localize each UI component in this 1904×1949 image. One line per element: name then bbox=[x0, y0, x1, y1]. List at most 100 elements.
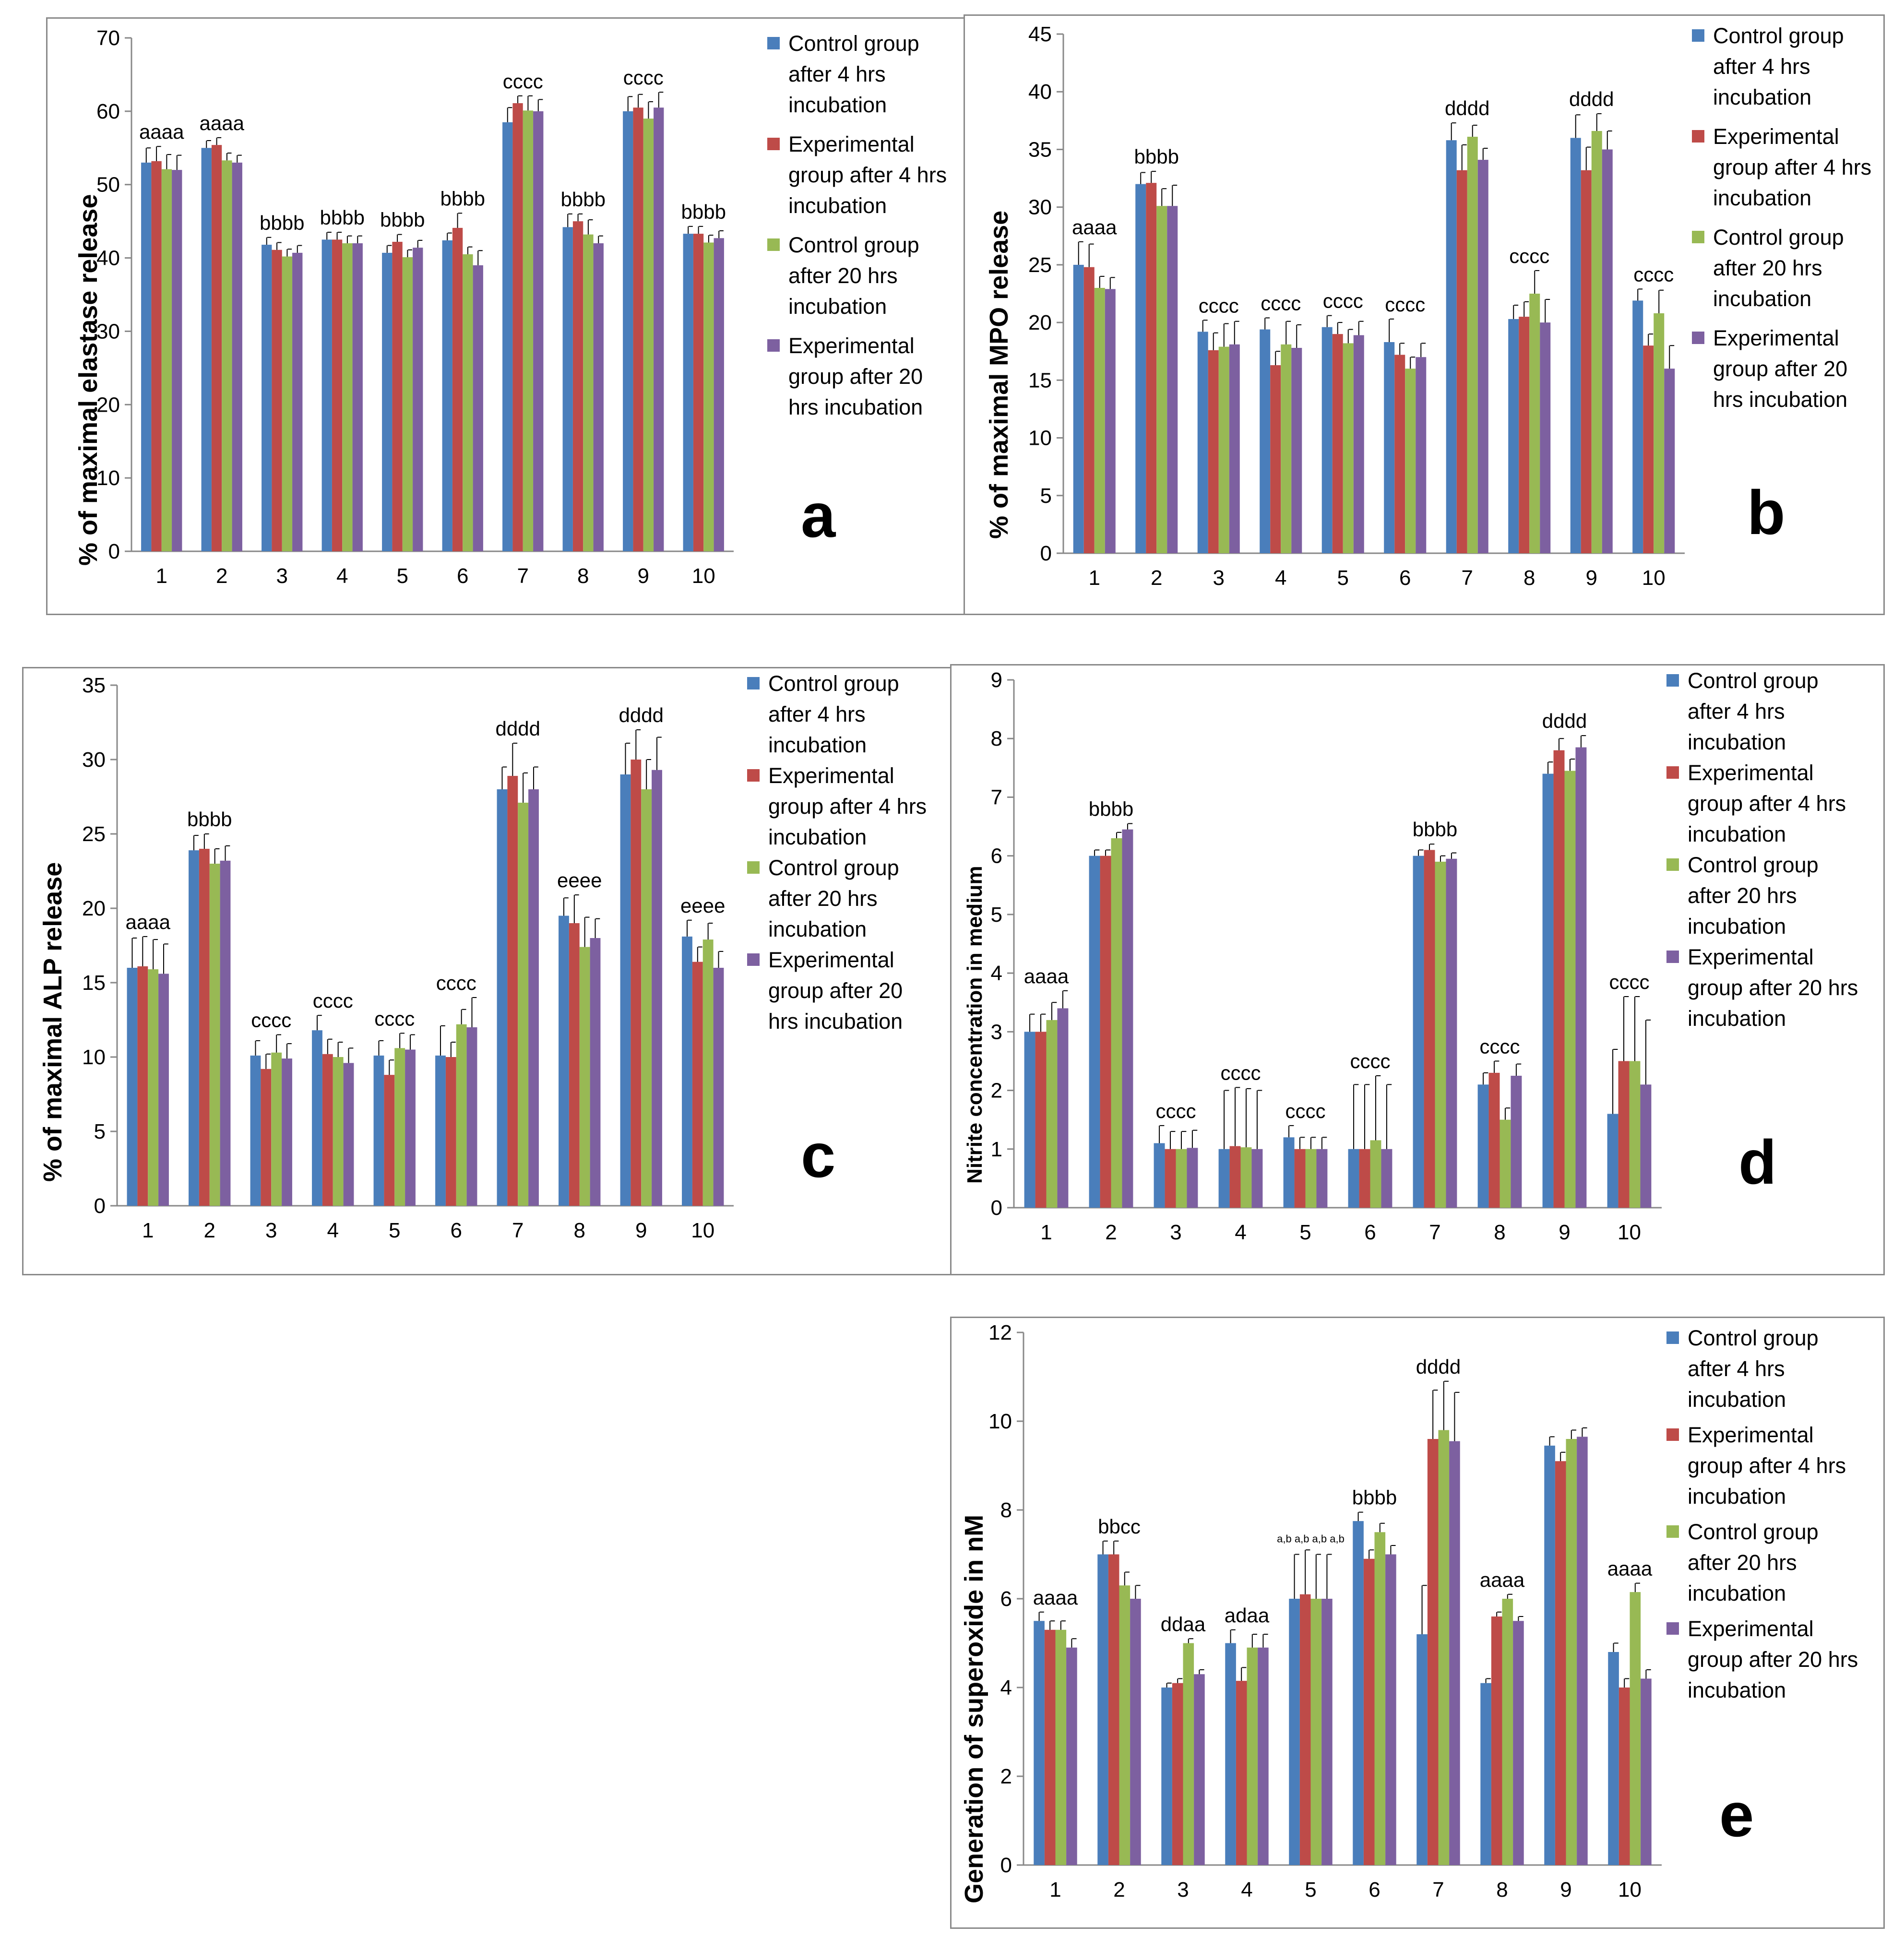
legend-label: Experimental group after 20 hrs incubati… bbox=[788, 333, 923, 419]
significance-label: aaaa bbox=[139, 120, 184, 143]
bar bbox=[220, 860, 231, 1206]
y-tick-label: 4 bbox=[991, 962, 1002, 985]
bar bbox=[282, 1058, 292, 1206]
y-tick-label: 35 bbox=[82, 674, 106, 697]
bar bbox=[1499, 1119, 1511, 1208]
bar bbox=[1435, 861, 1446, 1208]
bar bbox=[1446, 858, 1457, 1208]
bar bbox=[1643, 345, 1654, 553]
x-tick-label: 5 bbox=[1337, 566, 1349, 590]
significance-label: a,b a,b a,b a,b bbox=[1277, 1533, 1345, 1545]
bar bbox=[1384, 342, 1395, 553]
bar bbox=[1374, 1532, 1386, 1865]
chart-svg-b: 0 5 10 15 20 25 30 35 40 45 1 aaaa 2 bbbb 3 cccc 4 cccc 5 c… bbox=[1028, 23, 1685, 590]
bar bbox=[1519, 317, 1530, 553]
legend-label: Experimental group after 20 hrs incubati… bbox=[1713, 326, 1848, 412]
bar bbox=[497, 789, 508, 1206]
y-tick-label: 5 bbox=[991, 903, 1002, 927]
x-tick-label: 9 bbox=[1559, 1221, 1570, 1244]
legend-label: Experimental group after 4 hrs incubatio… bbox=[768, 763, 927, 849]
y-tick-label: 30 bbox=[1028, 196, 1052, 219]
bar bbox=[1577, 1437, 1588, 1865]
x-tick-label: 5 bbox=[1305, 1878, 1316, 1901]
y-tick-label: 45 bbox=[1028, 23, 1052, 46]
chart-svg-a: 0 10 20 30 40 50 60 70 1 aaaa 2 aaaa 3 bbbb 4 bbbb 5 bbbb… bbox=[96, 26, 734, 588]
bar bbox=[682, 936, 692, 1206]
significance-label: cccc bbox=[313, 989, 353, 1012]
y-tick-label: 40 bbox=[96, 247, 120, 270]
y-tick-label: 25 bbox=[82, 822, 106, 846]
bar bbox=[137, 966, 148, 1206]
legend-item-experimental-20h: Experimental group after 20 hrs incubati… bbox=[1666, 1614, 1858, 1706]
significance-label: cccc bbox=[1199, 294, 1239, 317]
bar bbox=[1316, 1149, 1328, 1208]
legend-item-control-4h: Control group after 4 hrs incubation bbox=[747, 668, 927, 761]
bar bbox=[572, 221, 583, 552]
bar bbox=[442, 240, 452, 551]
significance-label: dddd bbox=[1416, 1355, 1461, 1378]
y-tick-label: 2 bbox=[991, 1079, 1002, 1103]
bar bbox=[1194, 1674, 1205, 1865]
bar bbox=[1416, 357, 1427, 553]
bar bbox=[502, 122, 513, 552]
bar bbox=[641, 789, 652, 1206]
bar bbox=[261, 1069, 272, 1206]
significance-label: bbbb bbox=[440, 187, 485, 210]
bar bbox=[1289, 1599, 1300, 1865]
legend-label: Control group after 4 hrs incubation bbox=[788, 31, 919, 117]
legend-swatch bbox=[1692, 29, 1704, 42]
bar bbox=[250, 1055, 261, 1206]
bar bbox=[352, 243, 363, 551]
legend-label: Experimental group after 4 hrs incubatio… bbox=[1688, 1423, 1846, 1509]
legend-swatch bbox=[1666, 1428, 1679, 1441]
bar bbox=[1529, 294, 1540, 553]
significance-label: cccc bbox=[1633, 263, 1674, 285]
bar bbox=[692, 962, 703, 1206]
bar bbox=[1632, 300, 1643, 553]
significance-label: cccc bbox=[1480, 1035, 1520, 1058]
legend-swatch bbox=[1666, 1331, 1679, 1344]
legend-swatch bbox=[1692, 231, 1704, 243]
legend-label: Experimental group after 4 hrs incubatio… bbox=[1713, 124, 1872, 210]
legend-item-experimental-20h: Experimental group after 20 hrs incubati… bbox=[767, 331, 947, 423]
x-tick-label: 4 bbox=[1275, 566, 1286, 590]
legend-b: Control group after 4 hrs incubation Exp… bbox=[1692, 21, 1871, 424]
bar bbox=[1260, 329, 1271, 553]
legend-item-experimental-4h: Experimental group after 4 hrs incubatio… bbox=[1666, 758, 1858, 850]
legend-swatch bbox=[1666, 766, 1679, 779]
y-tick-label: 10 bbox=[82, 1046, 106, 1069]
bar bbox=[1165, 1149, 1176, 1208]
bar bbox=[631, 760, 642, 1206]
bar bbox=[1477, 1084, 1489, 1208]
x-tick-label: 5 bbox=[1299, 1221, 1311, 1244]
bar bbox=[1183, 1643, 1194, 1865]
bar bbox=[1343, 343, 1354, 553]
y-tick-label: 30 bbox=[96, 320, 120, 343]
y-tick-label: 3 bbox=[991, 1020, 1002, 1044]
significance-label: bbbb bbox=[1089, 797, 1133, 820]
legend-label: Control group after 4 hrs incubation bbox=[768, 671, 899, 757]
significance-label: aaaa bbox=[126, 911, 171, 933]
bar bbox=[1405, 368, 1416, 553]
y-tick-label: 6 bbox=[1000, 1587, 1012, 1611]
bar bbox=[1641, 1678, 1652, 1865]
bar bbox=[161, 169, 172, 552]
bar bbox=[1348, 1149, 1359, 1208]
significance-label: ddaa bbox=[1161, 1613, 1206, 1635]
bar bbox=[1146, 183, 1157, 553]
bar bbox=[1094, 287, 1105, 553]
chart-panel-c: 0 5 10 15 20 25 30 35 1 aaaa 2 bbbb 3 cccc 4 cccc 5 cccc 6… bbox=[22, 667, 963, 1275]
bar bbox=[512, 103, 523, 552]
bar bbox=[1305, 1149, 1317, 1208]
y-tick-label: 10 bbox=[96, 466, 120, 490]
bar bbox=[1024, 1032, 1035, 1208]
legend-swatch bbox=[767, 37, 780, 49]
bar bbox=[148, 969, 159, 1206]
bar bbox=[1108, 1554, 1119, 1865]
bar bbox=[643, 119, 654, 552]
x-tick-label: 2 bbox=[1151, 566, 1162, 590]
y-tick-label: 20 bbox=[96, 393, 120, 416]
y-tick-label: 9 bbox=[991, 668, 1002, 692]
y-tick-label: 0 bbox=[1000, 1854, 1012, 1877]
bar bbox=[1218, 346, 1229, 553]
